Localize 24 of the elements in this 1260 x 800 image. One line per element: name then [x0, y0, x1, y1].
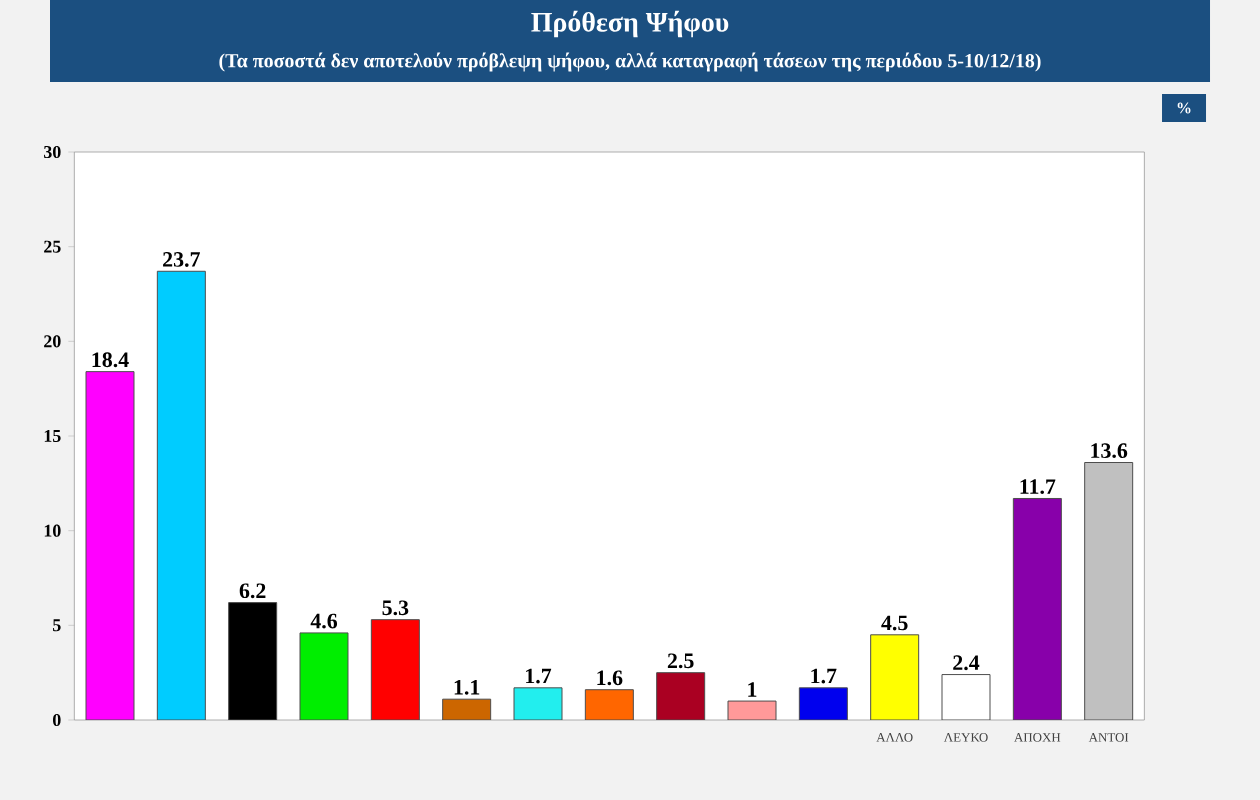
data-label: 2.4 — [953, 655, 980, 671]
y-tick-label: 15 — [44, 429, 61, 443]
data-label: 1.7 — [526, 668, 552, 684]
y-tick-label: 30 — [44, 145, 61, 159]
chart-subtitle: (Τα ποσοστά δεν αποτελούν πρόβλεψη ψήφου, αλλά καταγραφή τάσεων της περιόδου 5-10/12/18) — [219, 52, 1041, 72]
y-tick-label: 10 — [44, 524, 61, 537]
data-label: 1.7 — [811, 668, 837, 684]
data-label: 11.7 — [1020, 479, 1056, 495]
data-label: 1.6 — [597, 670, 623, 686]
data-label: 18.4 — [92, 352, 129, 368]
data-label: 1 — [748, 682, 757, 697]
chart-title: Πρόθεση Ψήφου — [531, 10, 729, 38]
data-label: 13.6 — [1091, 443, 1128, 459]
data-label: 2.5 — [667, 653, 694, 669]
data-label: 6.2 — [239, 583, 266, 599]
y-tick-label: 20 — [44, 335, 61, 348]
y-tick-label: 25 — [44, 240, 61, 253]
data-label: 23.7 — [163, 252, 200, 267]
data-label: 4.5 — [881, 615, 908, 631]
y-tick-label: 0 — [53, 713, 61, 727]
data-label: 1.1 — [454, 680, 480, 695]
data-label: 5.3 — [382, 600, 409, 616]
data-label: 4.6 — [310, 613, 338, 629]
y-tick-label: 5 — [53, 619, 61, 632]
